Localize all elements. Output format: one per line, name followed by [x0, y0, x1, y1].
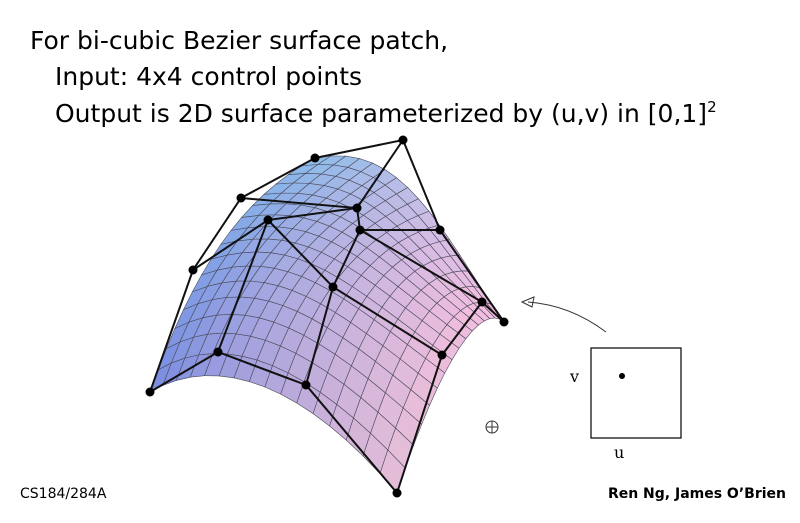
net-line: [240, 197, 483, 303]
control-point: [499, 317, 509, 327]
axis-label: v: [569, 367, 579, 386]
bullet: Input: 4x4 control points: [55, 62, 363, 91]
control-point: [437, 350, 447, 360]
axis-label: u: [614, 443, 624, 462]
control-point: [263, 215, 273, 225]
net-line: [149, 350, 398, 494]
origin-symbol: [486, 421, 498, 433]
net-line: [217, 139, 404, 353]
control-net: [145, 135, 509, 498]
footer: CS184/284A: [20, 486, 107, 502]
control-point: [477, 297, 487, 307]
net-line: [314, 138, 505, 323]
bullet-text: Output is 2D surface parameterized by (u…: [55, 99, 708, 128]
control-point: [398, 135, 408, 145]
arrow-head: [520, 296, 535, 308]
arrow: [527, 301, 607, 333]
net-line: [305, 229, 440, 386]
footer: Ren Ng, James O’Brien: [607, 486, 786, 502]
bullet: Output is 2D surface parameterized by (u…: [55, 98, 717, 128]
surface: [149, 155, 505, 494]
control-point: [392, 488, 402, 498]
control-point: [355, 225, 365, 235]
control-point: [301, 380, 311, 390]
domain-point: [619, 373, 625, 379]
control-point: [352, 203, 362, 213]
control-point: [145, 387, 155, 397]
domain-square: [590, 347, 682, 439]
control-point: [328, 282, 338, 292]
net-line: [149, 157, 316, 393]
title: For bi-cubic Bezier surface patch,: [30, 26, 449, 55]
control-point: [236, 193, 246, 203]
control-point: [213, 347, 223, 357]
control-point: [435, 225, 445, 235]
net-line: [192, 218, 443, 356]
net-line: [396, 300, 505, 494]
superscript: 2: [707, 98, 717, 116]
control-point: [310, 153, 320, 163]
control-point: [188, 265, 198, 275]
